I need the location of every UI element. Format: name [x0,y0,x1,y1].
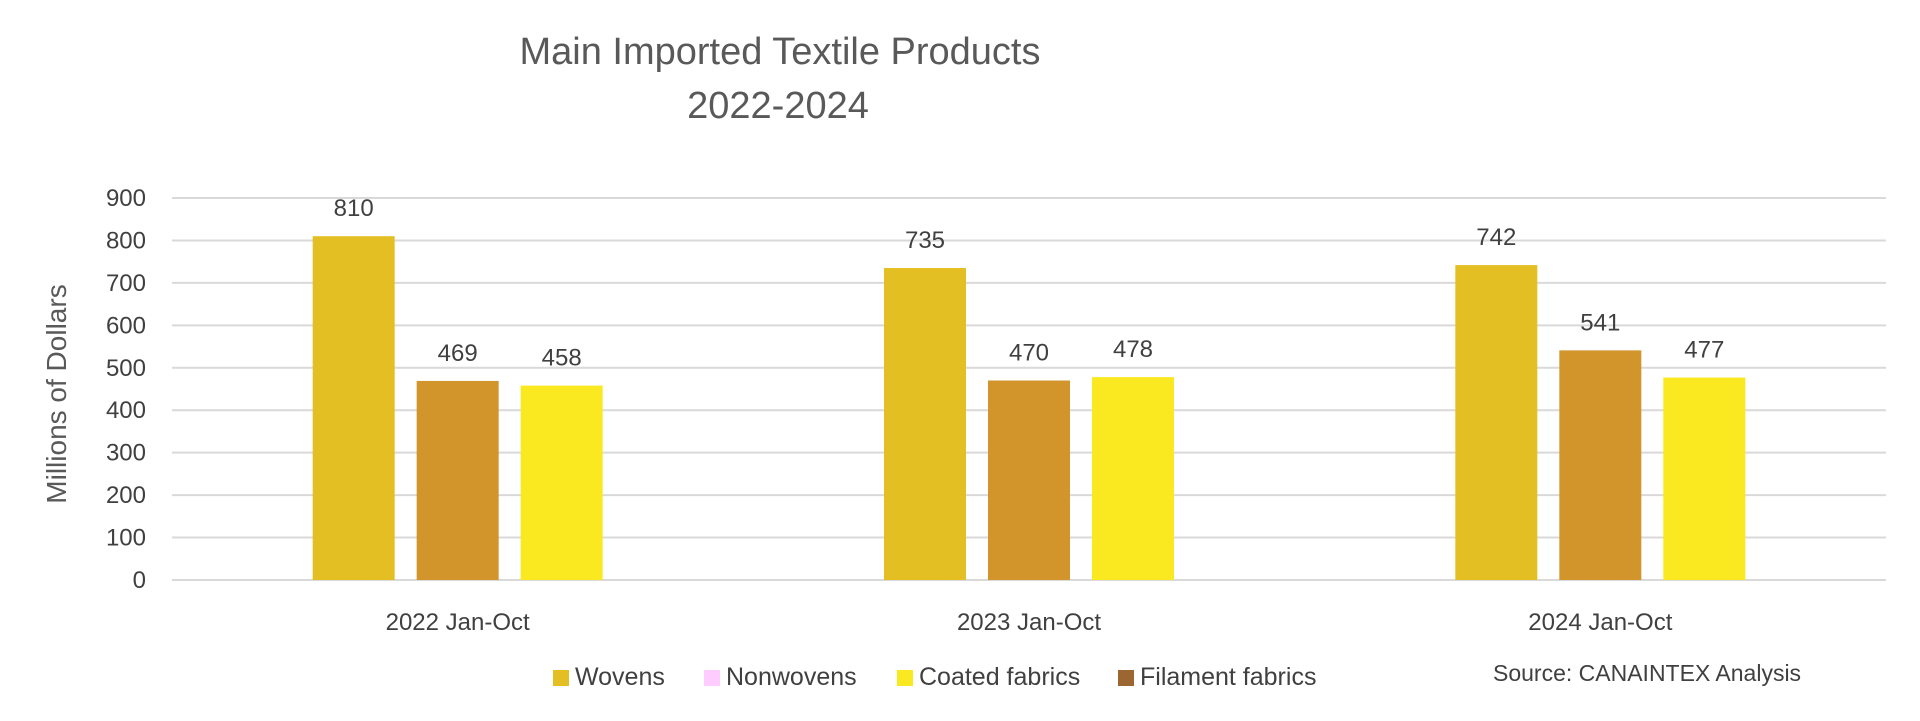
y-tick-label: 200 [106,482,146,509]
legend-label: Coated fabrics [919,663,1080,691]
data-label: 477 [1684,337,1724,364]
y-tick-label: 400 [106,397,146,424]
bar-wovens-2 [1455,265,1538,580]
y-axis-label: Millions of Dollars [41,284,72,503]
category-label: 2024 Jan-Oct [1528,609,1672,636]
y-tick-label: 800 [106,227,146,254]
legend: Wovens Nonwovens Coated fabrics Filament fa… [553,663,1316,691]
bar-coated-fabrics-0 [416,380,499,580]
source-annotation: Source: CANAINTEX Analysis [1493,660,1801,686]
bar-coated-fabrics-1 [988,380,1070,580]
legend-swatch [553,670,569,686]
data-label: 742 [1476,224,1516,251]
y-tick-label: 300 [106,440,146,467]
legend-label: Filament fabrics [1140,663,1316,691]
bar-filament-fabrics-1 [1092,377,1174,580]
legend-item-filament-fabrics: Filament fabrics [1118,663,1316,691]
data-label: 469 [438,340,478,367]
bars [312,236,1746,580]
data-label: 458 [542,345,582,372]
y-tick-label: 900 [106,185,146,212]
chart-title: Main Imported Textile Products [520,31,1041,73]
y-tick-label: 700 [106,270,146,297]
bar-wovens-1 [884,268,966,580]
legend-label: Nonwovens [726,663,857,691]
legend-swatch [704,670,720,686]
bar-coated-fabrics-2 [1559,350,1642,580]
legend-item-nonwovens: Nonwovens [704,663,857,691]
y-tick-label: 100 [106,525,146,552]
data-label: 735 [905,227,945,254]
legend-item-coated-fabrics: Coated fabrics [897,663,1080,691]
data-label: 810 [334,195,374,222]
bar-wovens-0 [312,236,395,580]
category-label: 2023 Jan-Oct [957,609,1101,636]
y-tick-labels: 0 100 200 300 400 500 600 700 800 900 [106,185,146,594]
legend-swatch [1118,670,1134,686]
legend-label: Wovens [575,663,665,691]
data-label: 470 [1009,340,1049,367]
data-label: 478 [1113,336,1153,363]
y-tick-label: 600 [106,312,146,339]
category-label: 2022 Jan-Oct [386,609,530,636]
y-tick-label: 0 [133,567,146,594]
category-labels: 2022 Jan-Oct 2023 Jan-Oct 2024 Jan-Oct [386,609,1673,636]
bar-filament-fabrics-0 [520,385,603,580]
y-tick-label: 500 [106,355,146,382]
legend-swatch [897,670,913,686]
data-labels: 810 469 458 735 470 478 742 541 477 [334,195,1725,371]
bar-filament-fabrics-2 [1663,377,1746,580]
data-label: 541 [1580,309,1620,336]
legend-item-wovens: Wovens [553,663,665,691]
chart-subtitle: 2022-2024 [687,85,869,127]
